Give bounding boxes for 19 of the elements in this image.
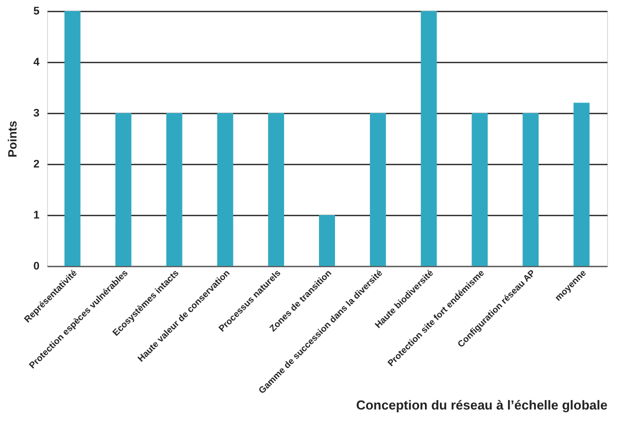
x-axis-title: Conception du réseau à l’échelle globale	[356, 397, 608, 412]
y-tick-label: 0	[33, 260, 40, 272]
y-tick-label: 2	[33, 158, 40, 170]
y-tick-label: 1	[33, 210, 40, 222]
y-tick-label: 4	[33, 56, 40, 68]
bar	[217, 113, 234, 266]
bar	[64, 11, 80, 266]
y-tick-label: 5	[33, 6, 40, 18]
bar	[574, 102, 590, 266]
bar	[268, 113, 284, 266]
bar	[319, 215, 335, 266]
bar	[472, 113, 488, 266]
bar	[420, 11, 437, 266]
y-axis-title: Points	[5, 120, 20, 158]
bar	[370, 113, 386, 266]
y-tick-label: 3	[33, 108, 40, 120]
bar	[522, 113, 539, 266]
bar	[166, 113, 182, 266]
bar	[115, 113, 132, 266]
